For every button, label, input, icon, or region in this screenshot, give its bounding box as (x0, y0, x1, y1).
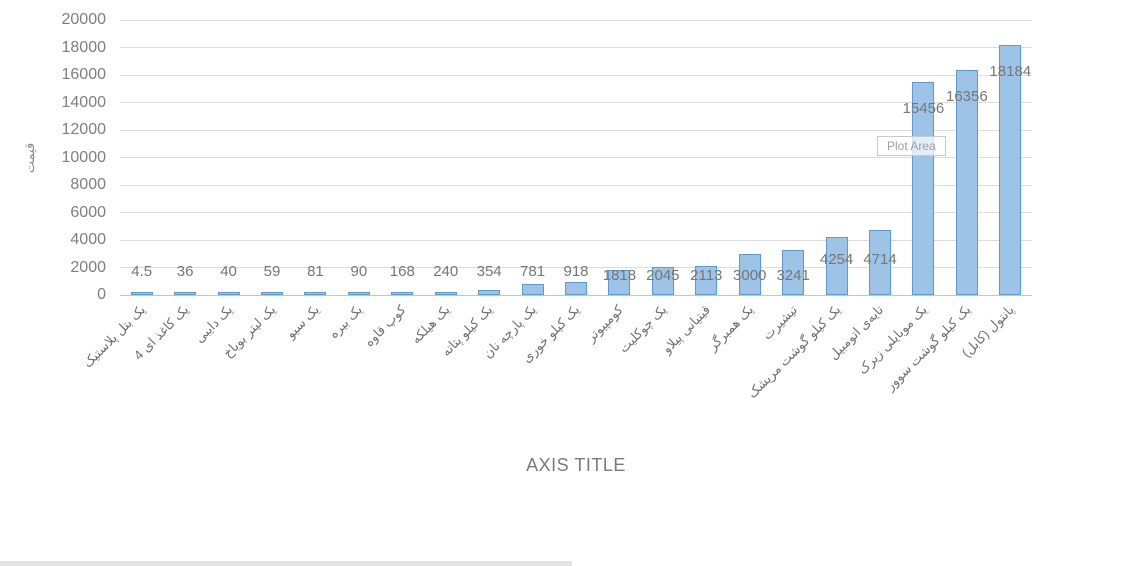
gridline (120, 74, 1032, 76)
gridline (120, 239, 1032, 241)
category-label: یک همبرگر (704, 302, 757, 354)
y-tick-label: 10000 (61, 148, 107, 166)
bar[interactable] (608, 270, 631, 295)
bar-value-label: 81 (307, 263, 324, 280)
bar[interactable] (825, 236, 848, 295)
bar[interactable] (217, 292, 240, 295)
window-edge (0, 561, 572, 566)
bar-value-label: 2045 (646, 267, 680, 284)
y-tick-label: 14000 (61, 93, 107, 111)
bar[interactable] (130, 292, 153, 295)
bar[interactable] (955, 70, 978, 295)
y-tick-label: 8000 (70, 176, 106, 193)
bar[interactable] (521, 284, 544, 295)
y-tick-label: 12000 (61, 121, 107, 138)
bar-value-label: 2113 (690, 267, 723, 284)
bar-value-label: 918 (563, 263, 589, 280)
bar-value-label: 240 (433, 263, 459, 280)
bar-value-label: 15456 (902, 100, 945, 118)
gridline (120, 267, 1032, 268)
y-tick-label: 20000 (61, 11, 107, 28)
bar-value-label: 4714 (863, 251, 897, 268)
bar-value-label: 354 (476, 263, 502, 280)
gridline (120, 212, 1032, 213)
bar-value-label: 3241 (776, 267, 810, 284)
x-axis-title[interactable]: AXIS TITLE (526, 455, 626, 475)
bar[interactable] (912, 82, 935, 295)
category-label: تیشیرت (759, 302, 800, 343)
y-tick-label: 6000 (70, 203, 106, 221)
bar[interactable] (434, 291, 457, 295)
bar[interactable] (347, 292, 370, 295)
gridline (120, 102, 1032, 103)
bar[interactable] (738, 253, 761, 295)
bar-value-label: 40 (220, 263, 237, 280)
plot-area-tooltip: Plot Area (877, 136, 946, 156)
bar-value-label: 90 (350, 263, 368, 280)
bar-value-label: 168 (389, 263, 415, 280)
bar[interactable] (391, 292, 414, 295)
bar[interactable] (261, 292, 283, 295)
category-label: یک سیو (282, 302, 323, 342)
bar-value-label: 1818 (602, 267, 637, 284)
gridline (120, 157, 1032, 158)
bar-value-label: 18184 (989, 62, 1032, 80)
bar-value-label: 4254 (819, 251, 854, 268)
bar-value-label: 59 (263, 263, 281, 280)
gridline (120, 47, 1032, 48)
y-tick-label: 4000 (70, 231, 106, 248)
bar[interactable] (999, 44, 1022, 295)
bar[interactable] (565, 282, 587, 295)
gridline (120, 129, 1032, 131)
y-tick-label: 2000 (70, 258, 106, 276)
bar[interactable] (651, 266, 674, 295)
bar[interactable] (782, 250, 805, 295)
bar-value-label: 3000 (733, 267, 767, 284)
x-axis-line (120, 294, 1032, 296)
y-tick-label: 0 (97, 286, 106, 303)
bar[interactable] (304, 292, 327, 295)
bar-value-label: 781 (520, 263, 546, 280)
bar[interactable] (695, 265, 718, 295)
bar[interactable] (478, 290, 501, 295)
category-label: کوپ قاوه (361, 302, 409, 350)
bar-value-label: 16356 (945, 88, 988, 106)
bar[interactable] (869, 230, 891, 295)
gridline (120, 184, 1032, 186)
bar-value-label: 36 (176, 263, 194, 280)
y-tick-label: 18000 (61, 38, 107, 56)
y-tick-label: 16000 (61, 66, 107, 83)
bar[interactable] (174, 292, 197, 295)
gridline (120, 19, 1032, 21)
bar-value-label: 4.5 (131, 263, 153, 280)
category-label: یک بیره (326, 302, 366, 342)
